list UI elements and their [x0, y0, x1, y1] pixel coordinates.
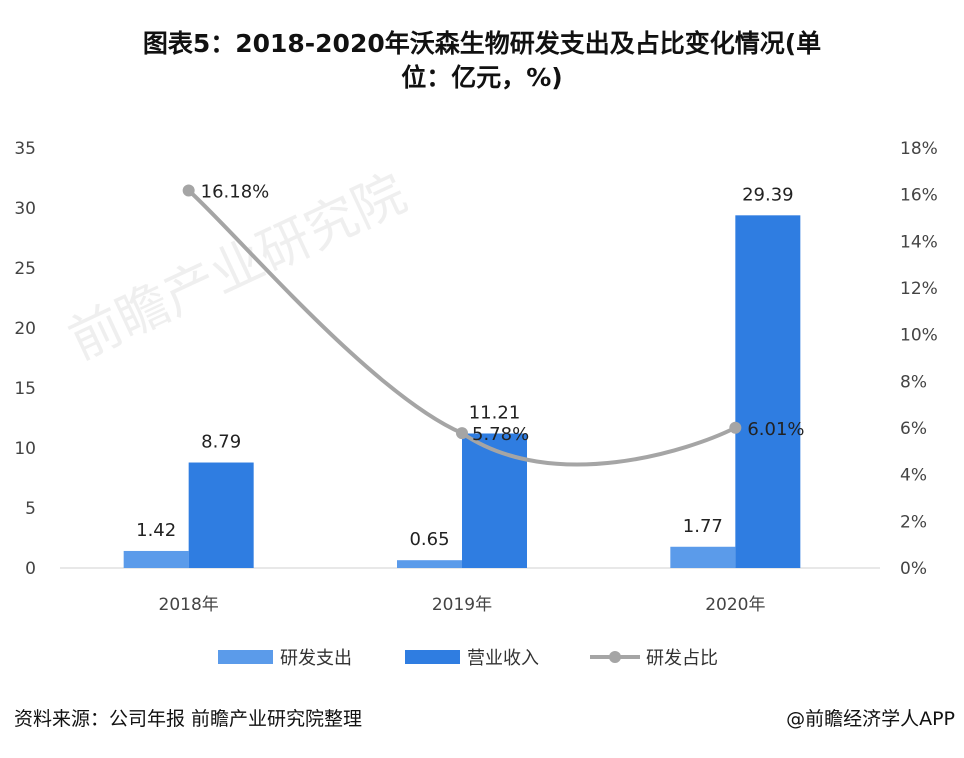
line-point — [182, 184, 195, 197]
bar-data-label: 29.39 — [742, 184, 794, 205]
line-data-label: 5.78% — [472, 424, 529, 445]
line-data-label: 6.01% — [747, 419, 804, 440]
line-data-label: 16.18% — [201, 181, 270, 202]
left-tick-label: 20 — [14, 319, 36, 339]
left-tick-label: 30 — [14, 199, 36, 219]
category-label: 2018年 — [159, 595, 219, 615]
legend-label: 营业收入 — [467, 648, 539, 669]
right-tick-label: 12% — [900, 279, 938, 299]
right-tick-label: 4% — [900, 466, 927, 486]
chart-title-line-1: 图表5：2018-2020年沃森生物研发支出及占比变化情况(单 — [143, 29, 821, 58]
left-tick-label: 0 — [25, 559, 36, 579]
bar-data-label: 8.79 — [201, 432, 241, 453]
left-tick-label: 25 — [14, 259, 36, 279]
bar-营业收入 — [735, 215, 801, 568]
bar-研发支出 — [123, 550, 189, 568]
legend-label: 研发占比 — [646, 648, 718, 669]
left-tick-label: 35 — [14, 139, 36, 159]
source-text: 资料来源：公司年报 前瞻产业研究院整理 — [14, 708, 362, 730]
chart-title-line-2: 位：亿元，%) — [401, 63, 562, 92]
legend-label: 研发支出 — [280, 648, 352, 669]
bar-data-label: 0.65 — [409, 529, 449, 550]
bar-研发支出 — [670, 546, 736, 568]
line-point — [456, 427, 468, 440]
right-tick-label: 0% — [900, 559, 927, 579]
bar-data-label: 1.77 — [683, 516, 723, 537]
legend-marker — [609, 651, 621, 663]
right-tick-label: 16% — [900, 186, 938, 206]
bar-营业收入 — [188, 462, 254, 568]
right-tick-label: 8% — [900, 372, 927, 392]
right-tick-label: 14% — [900, 232, 938, 252]
credit-text: @前瞻经济学人APP — [786, 708, 955, 730]
bar-营业收入 — [462, 433, 527, 568]
right-tick-label: 2% — [900, 512, 927, 532]
category-label: 2020年 — [705, 595, 765, 615]
bar-data-label: 11.21 — [469, 402, 521, 423]
category-label: 2019年 — [432, 595, 492, 615]
line-point — [729, 421, 742, 434]
legend-swatch-研发支出 — [218, 650, 273, 664]
left-tick-label: 15 — [14, 379, 36, 399]
bar-研发支出 — [397, 560, 462, 568]
right-tick-label: 18% — [900, 139, 938, 159]
right-tick-label: 6% — [900, 419, 927, 439]
right-tick-label: 10% — [900, 326, 938, 346]
left-tick-label: 5 — [25, 499, 36, 519]
legend-swatch-营业收入 — [405, 650, 460, 664]
bar-data-label: 1.42 — [136, 520, 176, 541]
left-tick-label: 10 — [14, 439, 36, 459]
